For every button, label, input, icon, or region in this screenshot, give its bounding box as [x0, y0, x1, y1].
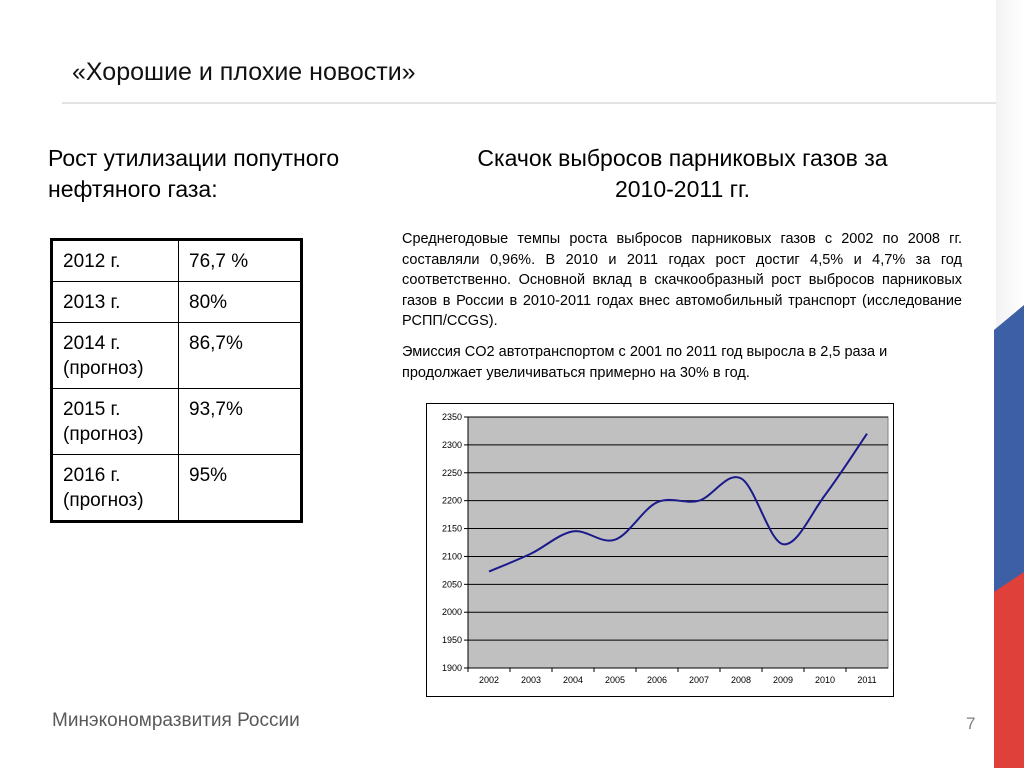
- right-heading: Скачок выбросов парниковых газов за 2010…: [400, 143, 965, 205]
- x-tick-label: 2008: [731, 675, 751, 685]
- year-label: 2014 г.: [63, 333, 121, 354]
- y-tick-label: 2150: [442, 524, 462, 534]
- russian-flag-decoration: [994, 305, 1024, 768]
- right-heading-line2: 2010-2011 гг.: [614, 176, 751, 202]
- left-heading-line1: Рост утилизации попутного: [48, 145, 340, 171]
- utilization-table: 2012 г. 76,7 % 2013 г. 80% 2014 г. (прогноз) 8…: [50, 238, 303, 523]
- value-cell: 76,7 %: [178, 239, 302, 282]
- table-row: 2013 г. 80%: [51, 281, 302, 323]
- year-label: 2013 г.: [63, 292, 121, 313]
- emissions-series-line: [488, 433, 868, 573]
- forecast-note: (прогноз): [63, 490, 144, 511]
- year-cell: 2012 г.: [51, 239, 179, 282]
- x-tick-label: 2009: [773, 675, 793, 685]
- value-cell: 86,7%: [178, 322, 302, 389]
- left-heading-line2: нефтяного газа:: [48, 176, 218, 202]
- y-tick-label: 2000: [442, 607, 462, 617]
- y-tick-label: 2350: [442, 412, 462, 422]
- x-tick-label: 2010: [815, 675, 835, 685]
- x-tick-label: 2002: [479, 675, 499, 685]
- year-label: 2012 г.: [63, 251, 121, 272]
- page-number: 7: [966, 714, 976, 733]
- year-label: 2015 г.: [63, 399, 121, 420]
- flag-red-stripe: [994, 570, 1024, 768]
- forecast-note: (прогноз): [63, 424, 144, 445]
- x-tick-label: 2011: [857, 675, 876, 685]
- chart-svg: 1900 1950 2000 2050 2100 2150 2200 2250 2300 2350…: [442, 412, 889, 685]
- y-tick-label: 1950: [442, 635, 462, 645]
- x-tick-label: 2003: [521, 675, 541, 685]
- title-divider: [62, 102, 996, 104]
- y-tick-label: 1900: [442, 663, 462, 673]
- table-row: 2012 г. 76,7 %: [51, 239, 302, 282]
- y-tick-label: 2050: [442, 579, 462, 589]
- year-cell: 2013 г.: [51, 281, 179, 323]
- x-tick-label: 2005: [605, 675, 625, 685]
- year-cell: 2014 г. (прогноз): [51, 322, 179, 389]
- x-tick-label: 2006: [647, 675, 667, 685]
- y-tick-label: 2200: [442, 496, 462, 506]
- value-cell: 80%: [178, 281, 302, 323]
- left-heading: Рост утилизации попутного нефтяного газа…: [48, 143, 408, 205]
- table-row: 2014 г. (прогноз) 86,7%: [51, 322, 302, 389]
- x-tick-label: 2004: [563, 675, 583, 685]
- table-row: 2015 г. (прогноз) 93,7%: [51, 388, 302, 455]
- slide-title: «Хорошие и плохие новости»: [72, 58, 416, 86]
- year-cell: 2015 г. (прогноз): [51, 388, 179, 455]
- y-tick-label: 2300: [442, 440, 462, 450]
- value-cell: 95%: [178, 454, 302, 522]
- plot-area: [467, 416, 889, 669]
- year-label: 2016 г.: [63, 465, 121, 486]
- flag-blue-stripe: [994, 305, 1024, 592]
- y-tick-label: 2100: [442, 551, 462, 561]
- co2-paragraph: Эмиссия CO2 автотранспортом с 2001 по 20…: [402, 344, 888, 381]
- right-heading-line1: Скачок выбросов парниковых газов за: [477, 145, 888, 171]
- forecast-note: (прогноз): [63, 358, 144, 379]
- emissions-paragraph: Среднегодовые темпы роста выбросов парни…: [402, 231, 962, 329]
- year-cell: 2016 г. (прогноз): [51, 454, 179, 522]
- x-tick-label: 2007: [689, 675, 709, 685]
- table-row: 2016 г. (прогноз) 95%: [51, 454, 302, 522]
- value-cell: 93,7%: [178, 388, 302, 455]
- emissions-chart: 1900 1950 2000 2050 2100 2150 2200 2250 2300 2350…: [426, 403, 894, 697]
- y-tick-label: 2250: [442, 468, 462, 478]
- footer-organization: Минэкономразвития России: [52, 710, 300, 731]
